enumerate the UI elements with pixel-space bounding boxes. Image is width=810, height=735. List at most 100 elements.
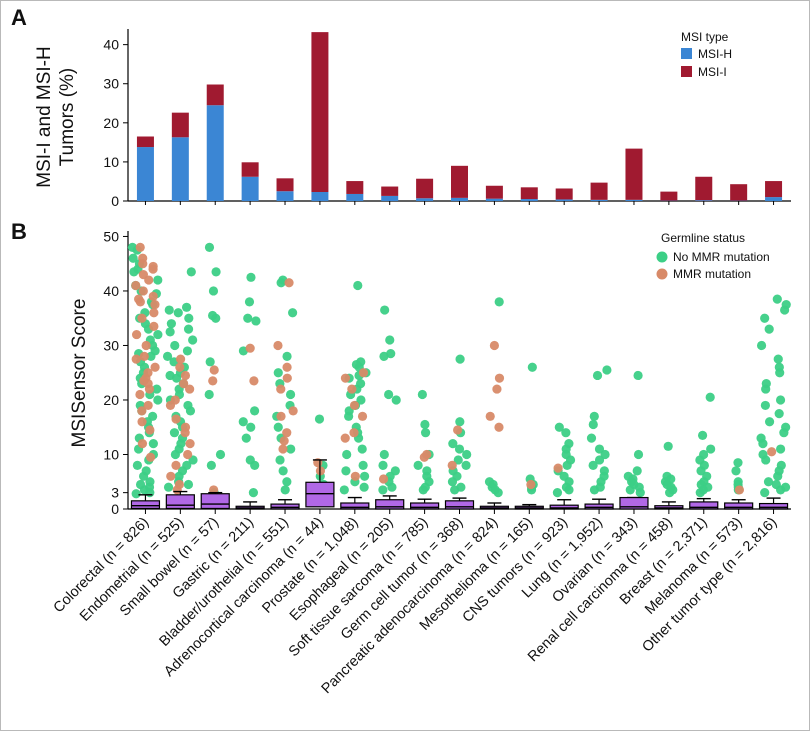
panel-b-ylabel: MSISensor Score xyxy=(69,299,90,448)
point-no-mmr xyxy=(563,461,572,470)
point-no-mmr xyxy=(250,461,259,470)
point-no-mmr xyxy=(462,450,471,459)
point-mmr xyxy=(149,322,158,331)
bar-msi-i xyxy=(625,149,642,200)
point-mmr xyxy=(273,341,282,350)
point-mmr xyxy=(140,352,149,361)
point-no-mmr xyxy=(379,352,388,361)
point-no-mmr xyxy=(359,461,368,470)
point-no-mmr xyxy=(315,414,324,423)
bar-msi-i xyxy=(765,181,782,197)
box-iqr xyxy=(411,503,439,509)
point-no-mmr xyxy=(170,341,179,350)
point-no-mmr xyxy=(773,472,782,481)
point-no-mmr xyxy=(211,267,220,276)
panel-a-legend: MSI type MSI-H MSI-I xyxy=(681,30,732,79)
point-mmr xyxy=(185,439,194,448)
bar-msi-i xyxy=(416,179,433,199)
point-no-mmr xyxy=(286,390,295,399)
point-no-mmr xyxy=(274,368,283,377)
box-iqr xyxy=(725,503,753,509)
bar-msi-i xyxy=(242,162,259,176)
point-no-mmr xyxy=(216,450,225,459)
point-no-mmr xyxy=(288,308,297,317)
point-no-mmr xyxy=(174,308,183,317)
bar-msi-h xyxy=(765,197,782,201)
point-mmr xyxy=(283,374,292,383)
point-no-mmr xyxy=(186,406,195,415)
point-no-mmr xyxy=(776,395,785,404)
panel-a-y-tick-label: 20 xyxy=(103,115,119,131)
point-mmr xyxy=(767,447,776,456)
bar-msi-h xyxy=(242,177,259,201)
point-no-mmr xyxy=(249,488,258,497)
point-no-mmr xyxy=(461,461,470,470)
point-no-mmr xyxy=(279,466,288,475)
point-no-mmr xyxy=(205,390,214,399)
point-no-mmr xyxy=(342,450,351,459)
point-no-mmr xyxy=(171,450,180,459)
box-iqr xyxy=(341,503,369,509)
point-no-mmr xyxy=(494,488,503,497)
point-no-mmr xyxy=(153,275,162,284)
point-mmr xyxy=(554,464,563,473)
point-mmr xyxy=(526,480,535,489)
point-mmr xyxy=(136,243,145,252)
point-mmr xyxy=(145,384,154,393)
point-no-mmr xyxy=(282,352,291,361)
point-no-mmr xyxy=(211,314,220,323)
point-mmr xyxy=(142,341,151,350)
point-mmr xyxy=(276,412,285,421)
point-no-mmr xyxy=(590,485,599,494)
point-no-mmr xyxy=(421,428,430,437)
point-no-mmr xyxy=(626,485,635,494)
point-no-mmr xyxy=(206,357,215,366)
point-no-mmr xyxy=(633,466,642,475)
point-mmr xyxy=(453,425,462,434)
box-iqr xyxy=(306,482,334,507)
point-mmr xyxy=(735,485,744,494)
panel-b-y-tick-label: 30 xyxy=(103,337,119,353)
point-no-mmr xyxy=(275,455,284,464)
bar-msi-i xyxy=(591,183,608,200)
bar-msi-h xyxy=(521,199,538,201)
panel-b-y-tick-label: 20 xyxy=(103,392,119,408)
point-mmr xyxy=(359,368,368,377)
point-no-mmr xyxy=(243,314,252,323)
point-mmr xyxy=(138,439,147,448)
point-no-mmr xyxy=(779,428,788,437)
legend-b-label-no-mmr: No MMR mutation xyxy=(673,250,770,264)
point-no-mmr xyxy=(760,488,769,497)
legend-b-label-mmr: MMR mutation xyxy=(673,267,751,281)
panel-b-x-tick-labels: Colorectal (n = 826)Endometrial (n = 525… xyxy=(51,515,781,698)
box-iqr xyxy=(446,501,474,509)
point-no-mmr xyxy=(246,423,255,432)
point-no-mmr xyxy=(761,455,770,464)
point-no-mmr xyxy=(209,286,218,295)
point-no-mmr xyxy=(731,466,740,475)
point-no-mmr xyxy=(587,434,596,443)
point-no-mmr xyxy=(706,393,715,402)
point-no-mmr xyxy=(698,431,707,440)
point-no-mmr xyxy=(282,477,291,486)
point-no-mmr xyxy=(593,371,602,380)
bar-msi-h xyxy=(416,198,433,201)
point-mmr xyxy=(282,428,291,437)
panel-b-label: B xyxy=(11,219,27,244)
point-mmr xyxy=(146,453,155,462)
point-no-mmr xyxy=(378,485,387,494)
panel-b-y-tick-label: 40 xyxy=(103,283,119,299)
point-no-mmr xyxy=(665,488,674,497)
panel-a-label: A xyxy=(11,5,27,30)
point-mmr xyxy=(144,275,153,284)
bar-msi-i xyxy=(660,192,677,201)
point-mmr xyxy=(341,374,350,383)
point-mmr xyxy=(341,434,350,443)
point-mmr xyxy=(148,265,157,274)
point-no-mmr xyxy=(414,461,423,470)
point-no-mmr xyxy=(277,278,286,287)
point-no-mmr xyxy=(165,305,174,314)
box-iqr xyxy=(131,501,159,509)
